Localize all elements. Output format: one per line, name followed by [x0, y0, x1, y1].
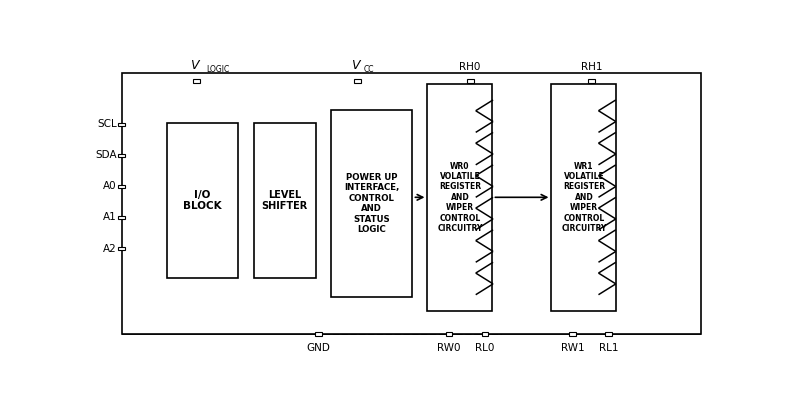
Text: LOGIC: LOGIC [206, 65, 230, 74]
Bar [118, 185, 125, 188]
Bar [122, 73, 702, 334]
Text: GND: GND [306, 343, 330, 353]
Bar [118, 216, 125, 219]
Bar [569, 332, 576, 336]
Bar [118, 154, 125, 157]
Text: WR0
VOLATILE
REGISTER
AND
WIPER
CONTROL
CIRCUITRY: WR0 VOLATILE REGISTER AND WIPER CONTROL … [438, 162, 482, 233]
Bar [427, 84, 493, 311]
Bar [605, 332, 612, 336]
Text: V: V [190, 58, 198, 72]
Text: WR1
VOLATILE
REGISTER
AND
WIPER
CONTROL
CIRCUITRY: WR1 VOLATILE REGISTER AND WIPER CONTROL … [562, 162, 606, 233]
Text: CC: CC [363, 65, 374, 74]
Text: POWER UP
INTERFACE,
CONTROL
AND
STATUS
LOGIC: POWER UP INTERFACE, CONTROL AND STATUS L… [344, 173, 399, 234]
Text: RL1: RL1 [598, 343, 618, 353]
Bar [254, 123, 316, 278]
Text: I/O
BLOCK: I/O BLOCK [183, 190, 222, 211]
Bar [193, 79, 199, 83]
Text: RW0: RW0 [438, 343, 461, 353]
Bar [482, 332, 489, 336]
Bar [315, 332, 322, 336]
Text: RL0: RL0 [475, 343, 494, 353]
Text: RW1: RW1 [561, 343, 584, 353]
Text: RH1: RH1 [581, 62, 602, 72]
Text: A0: A0 [103, 181, 117, 191]
Bar [325, 311, 501, 334]
Text: RH0: RH0 [459, 62, 481, 72]
Text: SCL: SCL [97, 119, 117, 129]
Bar [118, 247, 125, 250]
Text: A2: A2 [103, 243, 117, 253]
Bar [466, 79, 474, 83]
Bar [446, 332, 453, 336]
Bar [354, 79, 361, 83]
Bar [118, 123, 125, 126]
Bar [588, 79, 595, 83]
Bar [551, 84, 617, 311]
Bar [167, 123, 238, 278]
Text: A1: A1 [103, 212, 117, 222]
Text: SDA: SDA [95, 150, 117, 160]
Text: LEVEL
SHIFTER: LEVEL SHIFTER [262, 190, 308, 211]
Text: V: V [351, 58, 360, 72]
Bar [330, 110, 413, 297]
